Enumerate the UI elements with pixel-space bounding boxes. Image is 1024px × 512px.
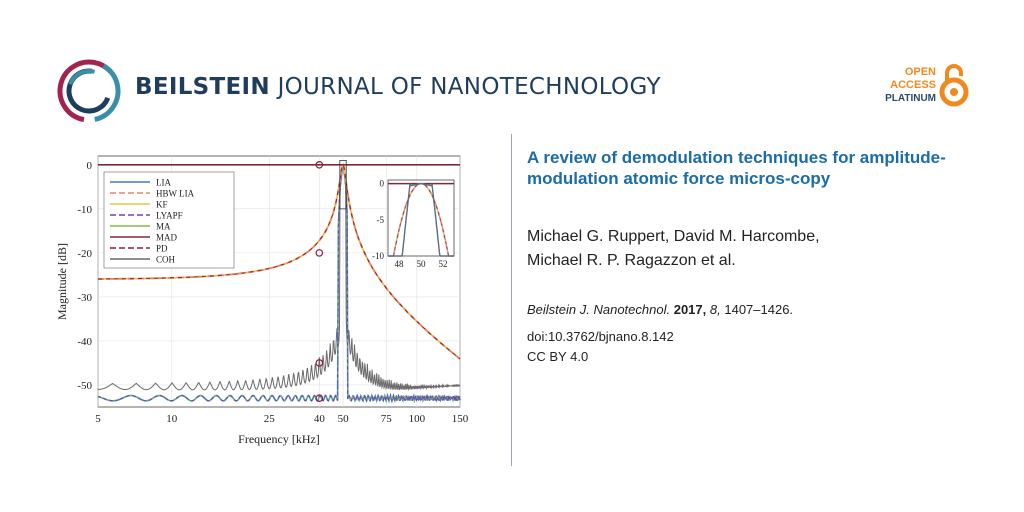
inset-y-tick-label: -10 [372,251,384,261]
citation-year: 2017, [673,302,707,317]
citation-journal: Beilstein J. Nanotechnol. [527,302,671,317]
legend-label: HBW LIA [156,189,195,199]
inset-coh-line [388,183,454,257]
series-hbw-lia-line [98,163,461,360]
inset-x-tick-label: 50 [417,259,427,269]
x-tick-label: 50 [338,413,350,425]
legend-label: MA [156,222,171,232]
y-tick-label: -50 [77,380,92,392]
license-label: CC BY 4.0 [527,349,589,364]
series-coh-line [98,165,461,392]
citation-volume: 8, [709,302,721,317]
open-access-line3: PLATINUM [885,93,936,104]
article-authors: Michael G. Ruppert, David M. Harcombe, M… [527,225,957,273]
citation: Beilstein J. Nanotechnol. 2017, 8, 1407–… [527,302,793,317]
data-marker [315,249,324,257]
open-access-badge: OPEN ACCESS PLATINUM [842,66,936,105]
data-marker [315,359,324,367]
x-axis-label: Frequency [kHz] [238,432,320,446]
inset-x-tick-label: 48 [395,259,405,269]
open-access-lock-icon [939,64,969,107]
legend-label: LIA [156,178,171,188]
x-tick-label: 10 [166,413,178,425]
doi-link[interactable]: doi:10.3762/bjnano.8.142 [527,329,674,344]
open-access-line1: OPEN [904,66,936,78]
legend-label: PD [156,244,168,254]
beilstein-logo-icon [57,59,121,123]
y-tick-label: 0 [87,160,93,172]
x-tick-label: 75 [381,413,393,425]
zoom-box [339,160,347,210]
article-title[interactable]: A review of demodulation techniques for … [527,148,946,188]
data-marker [315,394,324,402]
authors-line-2: Michael R. P. Ragazzon et al. [527,252,736,269]
y-tick-label: -40 [77,336,92,348]
y-tick-label: -30 [77,292,92,304]
journal-name-bold: BEILSTEIN [135,74,270,100]
legend-box [103,171,235,269]
x-tick-label: 150 [452,413,469,425]
legend-label: MAD [156,233,178,243]
legend-label: KF [156,200,168,210]
x-tick-label: 100 [409,413,426,425]
inset-y-tick-label: -5 [377,215,385,225]
vertical-divider [511,134,512,466]
y-tick-label: -20 [77,248,92,260]
data-marker [315,161,324,169]
journal-name-rest: JOURNAL OF NANOTECHNOLOGY [277,74,661,100]
inset-frame [387,179,455,257]
magnitude-frequency-chart: 0-10-20-30-40-505 10 25 40 50 75 100 150Frequen… [55,155,469,446]
inset-x-tick-label: 52 [439,259,448,269]
series-ma-line [97,164,461,403]
legend-label: COH [156,255,176,265]
citation-pages: 1407–1426. [724,302,794,317]
inset-y-tick-label: 0 [380,179,385,189]
open-access-line2: ACCESS [890,79,936,91]
x-tick-label: 40 [314,413,326,425]
authors-line-1: Michael G. Ruppert, David M. Harcombe, [527,228,820,245]
x-tick-label: 5 [95,413,101,425]
series-lyapf-line [97,164,461,403]
legend-label: LYAPF [156,211,183,221]
y-axis-label: Magnitude [dB] [55,243,69,320]
y-tick-label: -10 [77,204,92,216]
x-tick-label: 25 [264,413,276,425]
journal-name: BEILSTEIN JOURNAL OF NANOTECHNOLOGY [135,74,661,100]
